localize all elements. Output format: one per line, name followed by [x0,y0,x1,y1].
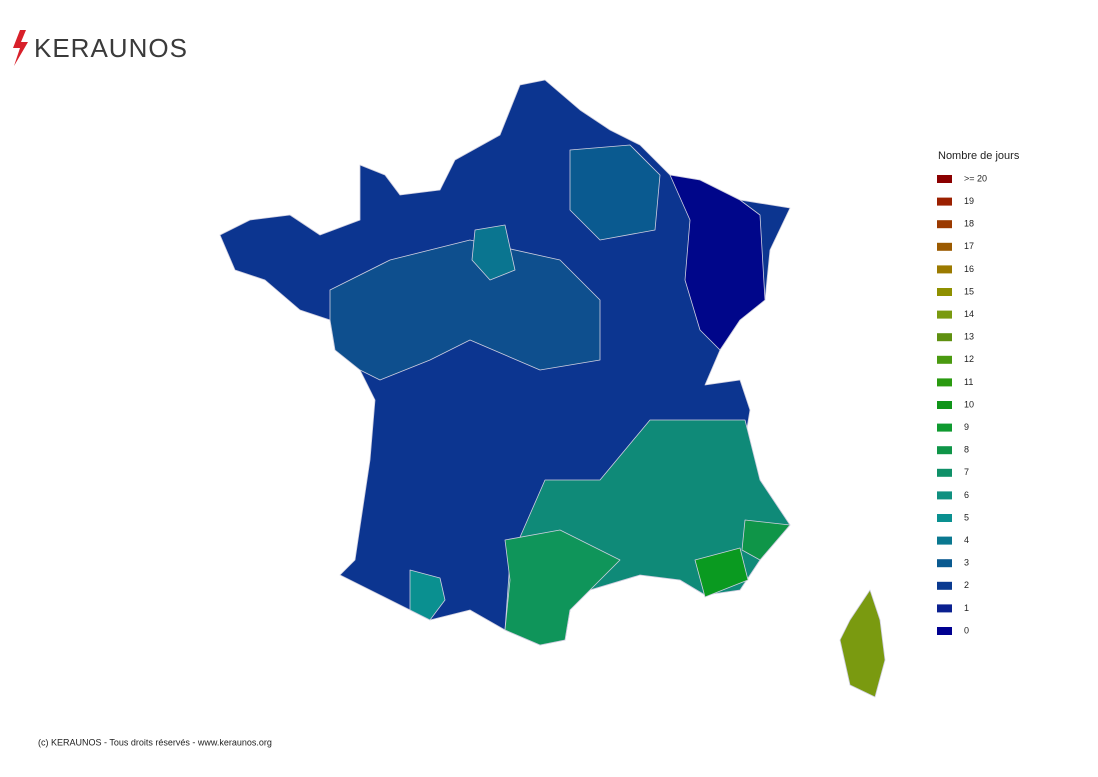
region-north [569,144,661,241]
legend-label: 0 [964,625,969,635]
region-south [504,529,621,646]
legend-swatch [937,491,952,500]
legend-label: 6 [964,490,969,500]
legend-swatch [937,175,952,183]
legend-swatch [937,197,952,206]
legend-swatch [937,514,952,522]
legend-label: 18 [964,219,974,229]
legend-swatch [937,604,952,613]
legend-swatch [937,220,952,229]
region-alpes-maritimes [741,519,791,561]
region-pyrenees [409,569,446,621]
legend-label: 3 [964,558,969,568]
legend-swatch [937,581,952,590]
legend-swatch [937,423,952,432]
legend-label: 19 [964,196,974,206]
legend-swatch [937,446,952,455]
legend-swatch [937,310,952,319]
legend-label: 17 [964,241,974,251]
legend-swatch [937,242,952,251]
legend-label: 15 [964,286,974,296]
legend-label: >= 20 [964,173,987,183]
legend-label: 8 [964,445,969,455]
legend-swatch [937,378,952,387]
legend-swatch [937,401,952,409]
region-var [694,547,749,598]
legend-swatch [937,627,952,635]
legend-label: 7 [964,467,969,477]
corsica [839,589,886,698]
legend-title: Nombre de jours [938,150,1020,162]
legend-label: 14 [964,309,974,319]
legend-label: 1 [964,603,969,613]
legend-label: 13 [964,332,974,342]
legend-swatch [937,355,952,364]
logo-bolt [13,30,28,66]
france-map [219,79,886,698]
legend-label: 16 [964,264,974,274]
legend-label: 5 [964,512,969,522]
region-center [471,224,516,281]
legend-label: 10 [964,399,974,409]
region-northeast [669,174,766,351]
legend-swatch [937,265,952,274]
legend-label: 11 [964,377,973,387]
footer: (c) KERAUNOS - Tous droits réservés - ww… [38,737,272,747]
legend-swatch [937,333,952,342]
logo-text: KERAUNOS [34,33,188,63]
legend-label: 4 [964,535,969,545]
legend-label: 9 [964,422,969,432]
legend-label: 2 [964,580,969,590]
legend-swatch [937,468,952,477]
legend-swatch [937,288,952,296]
legend-swatch [937,559,952,568]
legend-label: 12 [964,354,974,364]
legend-swatch [937,536,952,545]
